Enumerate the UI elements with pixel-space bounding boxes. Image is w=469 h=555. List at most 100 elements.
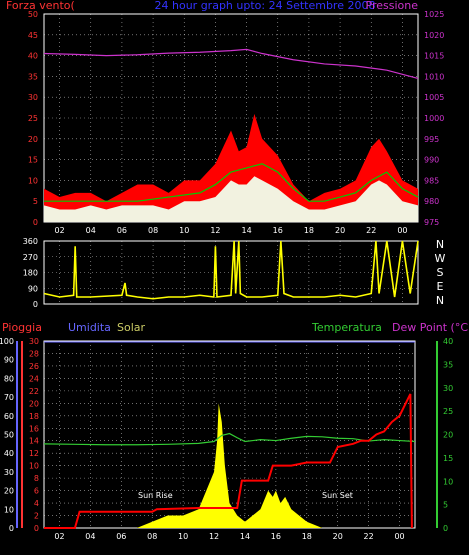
direction-label-n-bottom: N <box>436 294 444 307</box>
x-tick-label: 16 <box>271 532 281 541</box>
direction-label-n-top: N <box>436 238 444 251</box>
y-tick-label-rain: 16 <box>29 424 39 433</box>
y2-tick-label-pressure: 1025 <box>424 10 444 19</box>
y-tick-label-rain: 14 <box>29 437 39 446</box>
y-tick-label-humidity: 20 <box>4 487 14 496</box>
y-tick-label-humidity: 70 <box>4 393 14 402</box>
y-tick-label-wind: 15 <box>28 156 38 165</box>
x-tick-label: 04 <box>86 226 96 235</box>
y2-tick-label-pressure: 1000 <box>424 114 444 123</box>
y-tick-label-wind: 20 <box>28 135 38 144</box>
legend-rain: Pioggia <box>2 321 42 334</box>
x-tick-label: 12 <box>210 226 220 235</box>
y-tick-label-rain: 20 <box>29 399 39 408</box>
y-tick-label-rain: 28 <box>29 349 39 358</box>
y-tick-label-direction: 0 <box>33 300 38 309</box>
x-tick-label: 06 <box>116 532 126 541</box>
x-tick-label: 02 <box>54 226 64 235</box>
y2-tick-label-pressure: 985 <box>424 176 439 185</box>
y-tick-label-humidity: 50 <box>4 431 14 440</box>
y-tick-label-wind: 45 <box>28 31 38 40</box>
x-tick-label: 12 <box>209 532 219 541</box>
direction-label-w: W <box>435 252 446 265</box>
y2-tick-label-temperature: 40 <box>443 337 453 346</box>
y2-tick-label-pressure: 1015 <box>424 52 444 61</box>
x-tick-label: 18 <box>302 532 312 541</box>
y-tick-label-wind: 35 <box>28 72 38 81</box>
y-tick-label-humidity: 60 <box>4 412 14 421</box>
wind-direction-line <box>43 240 419 300</box>
x-tick-label: 00 <box>394 532 404 541</box>
x-tick-label: 10 <box>179 226 189 235</box>
y2-tick-label-temperature: 0 <box>443 524 448 533</box>
x-tick-label: 08 <box>147 532 157 541</box>
rain-line <box>44 393 413 529</box>
y2-tick-label-pressure: 980 <box>424 197 439 206</box>
x-tick-label: 20 <box>333 532 343 541</box>
y2-tick-label-temperature: 15 <box>443 454 453 463</box>
bottom-panel-frame <box>43 340 416 529</box>
legend-dewpoint: Dew Point (°C) <box>392 321 469 334</box>
y-tick-label-rain: 12 <box>29 449 39 458</box>
y2-tick-label-pressure: 995 <box>424 135 439 144</box>
legend-solar: Solar <box>117 321 146 334</box>
y-tick-label-rain: 8 <box>34 474 39 483</box>
wind-mean-line <box>44 163 419 202</box>
direction-label-e: E <box>437 280 444 293</box>
y-tick-label-rain: 10 <box>29 462 39 471</box>
y-tick-label-wind: 30 <box>28 93 38 102</box>
y2-tick-label-temperature: 35 <box>443 360 453 369</box>
y-tick-label-rain: 6 <box>34 487 39 496</box>
y-tick-label-direction: 90 <box>28 284 38 293</box>
y-tick-label-humidity: 90 <box>4 356 14 365</box>
y-tick-label-rain: 2 <box>34 512 39 521</box>
wind-average-area <box>44 176 418 222</box>
y-tick-label-direction: 270 <box>23 253 38 262</box>
y-tick-label-humidity: 0 <box>9 524 14 533</box>
legend-temperature: Temperatura <box>311 321 382 334</box>
x-tick-label: 22 <box>366 226 376 235</box>
x-tick-label: 02 <box>54 532 64 541</box>
x-tick-label: 06 <box>117 226 127 235</box>
legend-humidity: Umidita <box>68 321 111 334</box>
y-tick-label-humidity: 40 <box>4 449 14 458</box>
y-tick-label-wind: 0 <box>33 218 38 227</box>
y-tick-label-direction: 360 <box>23 237 38 246</box>
x-tick-label: 08 <box>148 226 158 235</box>
header-left-label: Forza vento( <box>6 0 75 12</box>
y-tick-label-rain: 24 <box>29 374 39 383</box>
header-right-label: Pressione <box>366 0 419 12</box>
y2-tick-label-temperature: 25 <box>443 407 453 416</box>
x-tick-label: 14 <box>241 226 251 235</box>
y-tick-label-rain: 0 <box>34 524 39 533</box>
y-tick-label-humidity: 30 <box>4 468 14 477</box>
y2-tick-label-pressure: 1020 <box>424 31 444 40</box>
x-tick-label: 16 <box>273 226 283 235</box>
y-tick-label-wind: 25 <box>28 114 38 123</box>
y-tick-label-wind: 5 <box>33 197 38 206</box>
y-tick-label-humidity: 80 <box>4 374 14 383</box>
y2-tick-label-temperature: 20 <box>443 431 453 440</box>
y-tick-label-rain: 4 <box>34 499 39 508</box>
x-tick-label: 00 <box>397 226 407 235</box>
x-tick-label: 20 <box>335 226 345 235</box>
y-tick-label-rain: 18 <box>29 412 39 421</box>
y-tick-label-wind: 40 <box>28 52 38 61</box>
temperature-line <box>43 432 416 446</box>
y-tick-label-direction: 180 <box>23 269 38 278</box>
y2-tick-label-pressure: 1005 <box>424 93 444 102</box>
solar-area <box>44 403 415 528</box>
x-tick-label: 04 <box>85 532 95 541</box>
y-tick-label-rain: 22 <box>29 387 39 396</box>
y-tick-label-rain: 30 <box>29 337 39 346</box>
y2-tick-label-temperature: 30 <box>443 384 453 393</box>
sun-rise-label: Sun Rise <box>138 491 173 500</box>
y-tick-label-humidity: 100 <box>0 337 14 346</box>
x-tick-label: 22 <box>364 532 374 541</box>
y-tick-label-wind: 50 <box>28 10 38 19</box>
x-tick-label: 14 <box>240 532 250 541</box>
y-tick-label-rain: 26 <box>29 362 39 371</box>
x-tick-label: 10 <box>178 532 188 541</box>
y2-tick-label-pressure: 975 <box>424 218 439 227</box>
